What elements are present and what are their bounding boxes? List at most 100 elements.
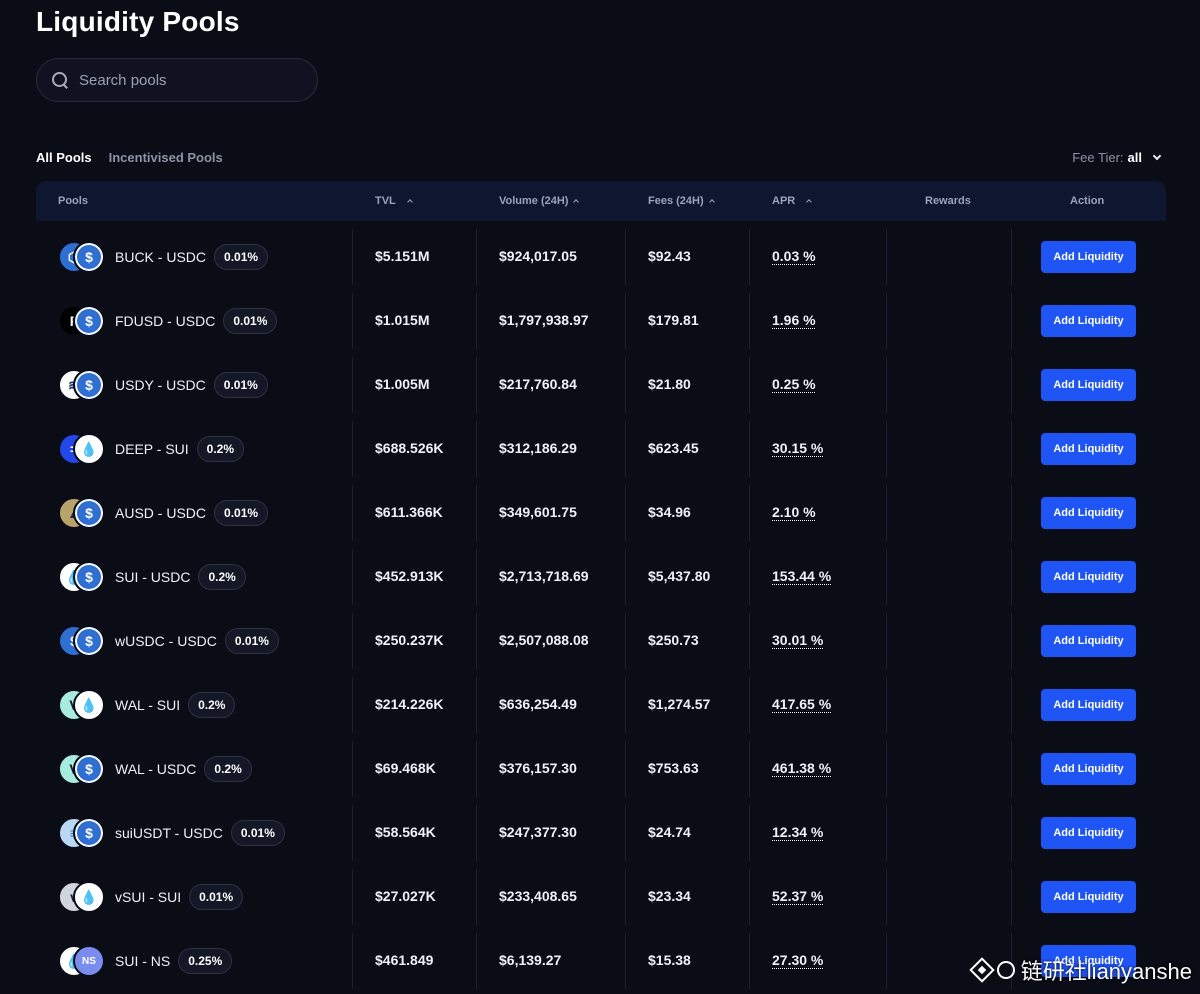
add-liquidity-button[interactable]: Add Liquidity bbox=[1041, 753, 1136, 785]
column-divider bbox=[886, 293, 887, 349]
fees-value: $24.74 bbox=[648, 824, 691, 840]
column-divider bbox=[476, 485, 477, 541]
pool-cell[interactable]: V$ WAL - USDC 0.2% bbox=[58, 753, 252, 785]
pool-cell[interactable]: 💧NS SUI - NS 0.25% bbox=[58, 945, 233, 977]
apr-value[interactable]: 12.34 % bbox=[772, 824, 824, 840]
apr-value[interactable]: 2.10 % bbox=[772, 504, 816, 520]
fee-tier-badge: 0.01% bbox=[214, 244, 269, 270]
pool-cell[interactable]: F$ FDUSD - USDC 0.01% bbox=[58, 305, 278, 337]
apr-value[interactable]: 0.25 % bbox=[772, 376, 816, 392]
pool-cell[interactable]: ≋$ USDY - USDC 0.01% bbox=[58, 369, 268, 401]
fee-tier-label: Fee Tier: bbox=[1072, 150, 1124, 165]
apr-value[interactable]: 30.15 % bbox=[772, 440, 824, 456]
column-divider bbox=[886, 677, 887, 733]
sui-icon: 💧 bbox=[73, 881, 105, 913]
apr-value[interactable]: 417.65 % bbox=[772, 696, 832, 712]
volume-value: $217,760.84 bbox=[499, 376, 577, 392]
column-apr[interactable]: APR bbox=[772, 195, 813, 207]
table-row: V💧 WAL - SUI 0.2% $214.226K $636,254.49 $1,27… bbox=[36, 673, 1166, 737]
add-liquidity-button[interactable]: Add Liquidity bbox=[1041, 561, 1136, 593]
pool-pair-name: SUI - NS bbox=[115, 953, 171, 969]
apr-value[interactable]: 153.44 % bbox=[772, 568, 832, 584]
sort-icon bbox=[406, 199, 413, 205]
tab-incentivised-pools[interactable]: Incentivised Pools bbox=[108, 150, 223, 165]
pool-pair-name: USDY - USDC bbox=[115, 377, 206, 393]
search-box[interactable] bbox=[36, 58, 318, 102]
pool-pair-name: vSUI - SUI bbox=[115, 889, 182, 905]
column-divider bbox=[625, 293, 626, 349]
pool-pair-name: AUSD - USDC bbox=[115, 505, 207, 521]
column-divider bbox=[476, 805, 477, 861]
table-row: ⬡$ BUCK - USDC 0.01% $5.151M $924,017.05 $92.… bbox=[36, 225, 1166, 289]
column-tvl[interactable]: TVL bbox=[375, 195, 413, 207]
add-liquidity-button[interactable]: Add Liquidity bbox=[1041, 369, 1136, 401]
pool-cell[interactable]: v💧 vSUI - SUI 0.01% bbox=[58, 881, 244, 913]
fee-tier-badge: 0.25% bbox=[178, 948, 233, 974]
add-liquidity-button[interactable]: Add Liquidity bbox=[1041, 881, 1136, 913]
column-divider bbox=[886, 229, 887, 285]
apr-value[interactable]: 30.01 % bbox=[772, 632, 824, 648]
apr-value[interactable]: 0.03 % bbox=[772, 248, 816, 264]
pool-pair-name: suiUSDT - USDC bbox=[115, 825, 223, 841]
add-liquidity-button[interactable]: Add Liquidity bbox=[1041, 241, 1136, 273]
table-row: $$ wUSDC - USDC 0.01% $250.237K $2,507,088.0… bbox=[36, 609, 1166, 673]
add-liquidity-button[interactable]: Add Liquidity bbox=[1041, 305, 1136, 337]
column-divider bbox=[352, 933, 353, 989]
apr-value[interactable]: 1.96 % bbox=[772, 312, 816, 328]
apr-value[interactable]: 27.30 % bbox=[772, 952, 824, 968]
pool-cell[interactable]: 💧$ SUI - USDC 0.2% bbox=[58, 561, 246, 593]
pool-cell[interactable]: =💧 DEEP - SUI 0.2% bbox=[58, 433, 245, 465]
column-divider bbox=[749, 485, 750, 541]
pool-pair-name: DEEP - SUI bbox=[115, 441, 189, 457]
pool-pair-name: WAL - SUI bbox=[115, 697, 181, 713]
column-divider bbox=[625, 485, 626, 541]
column-divider bbox=[476, 229, 477, 285]
add-liquidity-button[interactable]: Add Liquidity bbox=[1041, 817, 1136, 849]
fee-tier-dropdown[interactable]: Fee Tier: all bbox=[1072, 150, 1162, 165]
table-row: V$ WAL - USDC 0.2% $69.468K $376,157.30 $753.… bbox=[36, 737, 1166, 801]
tab-all-pools[interactable]: All Pools bbox=[36, 150, 92, 165]
pool-cell[interactable]: $$ wUSDC - USDC 0.01% bbox=[58, 625, 279, 657]
column-divider bbox=[886, 869, 887, 925]
table-row: ▲$ AUSD - USDC 0.01% $611.366K $349,601.75 $3… bbox=[36, 481, 1166, 545]
table-row: 💧NS SUI - NS 0.25% $461.849 $6,139.27 $15.38 2… bbox=[36, 929, 1166, 993]
volume-value: $636,254.49 bbox=[499, 696, 577, 712]
column-divider bbox=[625, 805, 626, 861]
fees-value: $23.34 bbox=[648, 888, 691, 904]
column-volume[interactable]: Volume (24H) bbox=[499, 195, 580, 207]
add-liquidity-button[interactable]: Add Liquidity bbox=[1041, 433, 1136, 465]
column-fees[interactable]: Fees (24H) bbox=[648, 195, 715, 207]
column-divider bbox=[476, 293, 477, 349]
tvl-value: $452.913K bbox=[375, 568, 444, 584]
column-divider bbox=[886, 805, 887, 861]
apr-value[interactable]: 461.38 % bbox=[772, 760, 832, 776]
search-input[interactable] bbox=[79, 71, 299, 89]
pool-cell[interactable]: ⬡$ BUCK - USDC 0.01% bbox=[58, 241, 269, 273]
column-divider bbox=[625, 869, 626, 925]
fee-tier-badge: 0.01% bbox=[213, 372, 268, 398]
column-divider bbox=[1011, 933, 1012, 989]
apr-value[interactable]: 52.37 % bbox=[772, 888, 824, 904]
column-divider bbox=[1011, 549, 1012, 605]
pool-cell[interactable]: ▲$ AUSD - USDC 0.01% bbox=[58, 497, 269, 529]
column-divider bbox=[1011, 485, 1012, 541]
pool-cell[interactable]: V💧 WAL - SUI 0.2% bbox=[58, 689, 236, 721]
volume-value: $247,377.30 bbox=[499, 824, 577, 840]
add-liquidity-button[interactable]: Add Liquidity bbox=[1041, 945, 1136, 977]
pool-cell[interactable]: ≡$ suiUSDT - USDC 0.01% bbox=[58, 817, 285, 849]
pool-pair-name: FDUSD - USDC bbox=[115, 313, 216, 329]
add-liquidity-button[interactable]: Add Liquidity bbox=[1041, 625, 1136, 657]
column-divider bbox=[1011, 805, 1012, 861]
column-divider bbox=[749, 229, 750, 285]
column-divider bbox=[1011, 229, 1012, 285]
fee-tier-badge: 0.2% bbox=[196, 436, 245, 462]
tvl-value: $1.005M bbox=[375, 376, 430, 392]
column-divider bbox=[476, 613, 477, 669]
add-liquidity-button[interactable]: Add Liquidity bbox=[1041, 497, 1136, 529]
add-liquidity-button[interactable]: Add Liquidity bbox=[1041, 689, 1136, 721]
token-pair-icons: $$ bbox=[58, 625, 106, 657]
column-divider bbox=[625, 677, 626, 733]
tvl-value: $461.849 bbox=[375, 952, 434, 968]
tvl-value: $5.151M bbox=[375, 248, 430, 264]
fees-value: $753.63 bbox=[648, 760, 699, 776]
